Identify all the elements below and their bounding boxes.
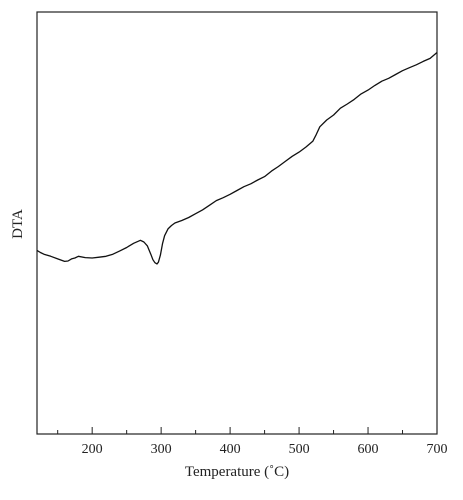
x-tick-label: 300 — [151, 442, 172, 457]
plot-frame — [36, 11, 438, 435]
x-tick-label: 700 — [427, 442, 448, 457]
dta-curve — [36, 52, 438, 265]
x-tick-label: 400 — [220, 442, 241, 457]
x-tick-label: 200 — [82, 442, 103, 457]
x-tick-label: 500 — [289, 442, 310, 457]
y-axis-label: DTA — [10, 209, 26, 239]
x-tick-label: 600 — [358, 442, 379, 457]
x-axis-ticks — [57, 427, 438, 434]
x-axis-tick-labels: 200 300 400 500 600 700 — [82, 442, 448, 457]
x-axis-label: Temperature (˚C) — [185, 464, 289, 480]
